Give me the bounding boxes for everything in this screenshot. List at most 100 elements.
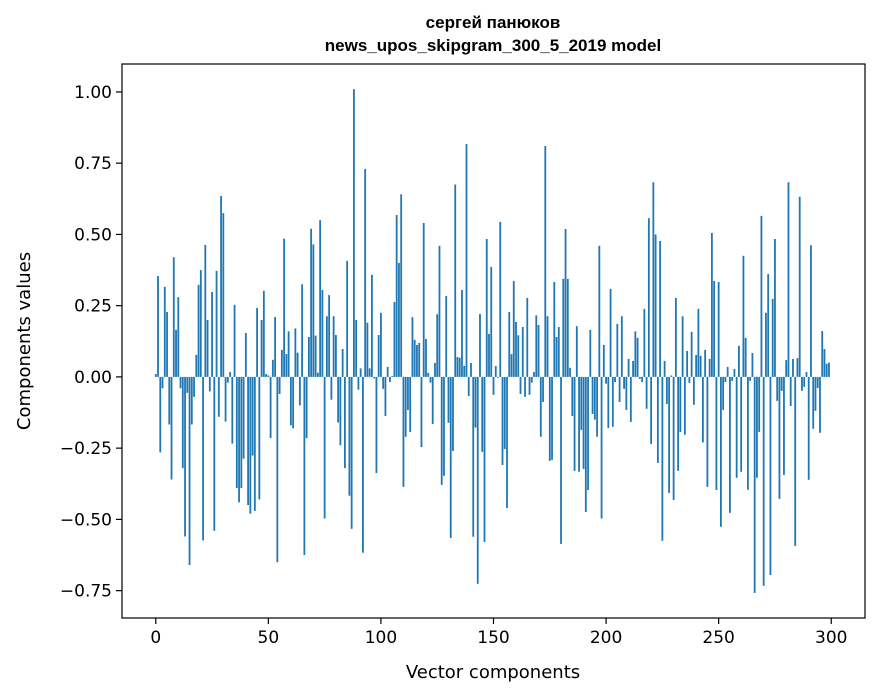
bar <box>589 329 592 377</box>
bar <box>769 376 772 575</box>
bar <box>616 323 619 377</box>
bar <box>683 376 686 435</box>
bar <box>729 376 731 513</box>
bar <box>325 316 328 377</box>
bar <box>566 278 569 377</box>
bar <box>771 298 774 377</box>
bar <box>828 362 830 377</box>
bar <box>474 376 477 428</box>
bar <box>380 312 382 377</box>
bar <box>503 376 506 450</box>
bar <box>476 376 479 584</box>
bar <box>751 352 754 377</box>
bar <box>643 308 646 377</box>
bar <box>465 144 468 377</box>
bar <box>177 297 180 377</box>
bar <box>458 357 461 377</box>
bar <box>220 195 222 377</box>
bar <box>497 376 499 378</box>
bar <box>677 376 680 471</box>
y-tick-label: −0.75 <box>60 582 112 602</box>
bar <box>319 220 322 377</box>
x-tick-label: 300 <box>815 628 847 648</box>
bar <box>265 374 267 377</box>
bar <box>774 238 776 377</box>
bar <box>339 376 342 446</box>
bar <box>452 376 454 452</box>
bar <box>499 221 502 377</box>
x-tick-label: 200 <box>590 628 622 648</box>
bar <box>312 244 315 377</box>
bar <box>546 316 549 377</box>
y-tick-label: 0.00 <box>74 368 112 388</box>
bar <box>267 375 270 377</box>
bar <box>636 337 639 377</box>
bar <box>688 376 691 383</box>
bar <box>724 376 727 383</box>
bar <box>515 321 517 377</box>
bar <box>262 290 265 377</box>
bar <box>591 376 594 414</box>
bar <box>580 376 583 430</box>
bar <box>166 311 168 377</box>
bar <box>607 376 610 428</box>
bar <box>330 376 333 400</box>
bar <box>188 376 191 565</box>
bar <box>629 376 632 422</box>
bar <box>409 376 412 432</box>
bar <box>524 376 526 397</box>
y-tick-label: −0.25 <box>60 439 112 459</box>
x-axis-ticks: 0 50 100 150 200 250 300 <box>150 618 847 648</box>
bar <box>429 376 432 383</box>
bar <box>434 362 436 377</box>
bar <box>609 288 612 377</box>
bar <box>420 376 423 448</box>
bar <box>355 319 358 377</box>
bar <box>242 376 245 459</box>
bar <box>758 376 761 432</box>
bar <box>244 333 247 377</box>
x-tick-label: 100 <box>365 628 397 648</box>
bar <box>708 358 711 377</box>
bar <box>398 262 400 377</box>
bar <box>269 376 272 439</box>
bar <box>659 240 662 377</box>
y-axis-ticks: 1.00 0.75 0.50 0.25 0.00 −0.25 −0.50 −0.75 <box>60 83 122 602</box>
bar <box>733 368 736 377</box>
bar <box>337 376 340 423</box>
bar <box>819 376 821 433</box>
bar <box>812 376 815 429</box>
bar <box>222 213 225 377</box>
bar <box>706 376 709 487</box>
bar <box>539 376 542 437</box>
bar <box>353 89 355 377</box>
bar <box>526 297 529 377</box>
bar <box>715 376 718 491</box>
bar <box>778 376 781 499</box>
bar <box>753 376 756 593</box>
bar <box>463 365 466 377</box>
bar <box>519 376 522 395</box>
bar <box>623 376 625 389</box>
bar <box>738 345 740 377</box>
bar <box>202 376 204 541</box>
bar <box>172 257 175 377</box>
bar <box>215 270 218 377</box>
bar <box>672 376 675 501</box>
bar <box>483 376 486 542</box>
bar <box>787 182 790 377</box>
bar <box>593 376 596 420</box>
bar <box>373 376 376 379</box>
bar <box>823 348 826 377</box>
bar <box>578 376 580 472</box>
bar <box>587 376 589 491</box>
bar <box>287 331 290 377</box>
bar <box>431 376 434 424</box>
bar <box>197 284 200 377</box>
bar <box>661 376 664 541</box>
bar <box>582 376 585 469</box>
bar <box>400 194 403 377</box>
x-axis-label: Vector components <box>406 662 580 683</box>
bar <box>488 333 490 377</box>
bar <box>447 376 450 423</box>
